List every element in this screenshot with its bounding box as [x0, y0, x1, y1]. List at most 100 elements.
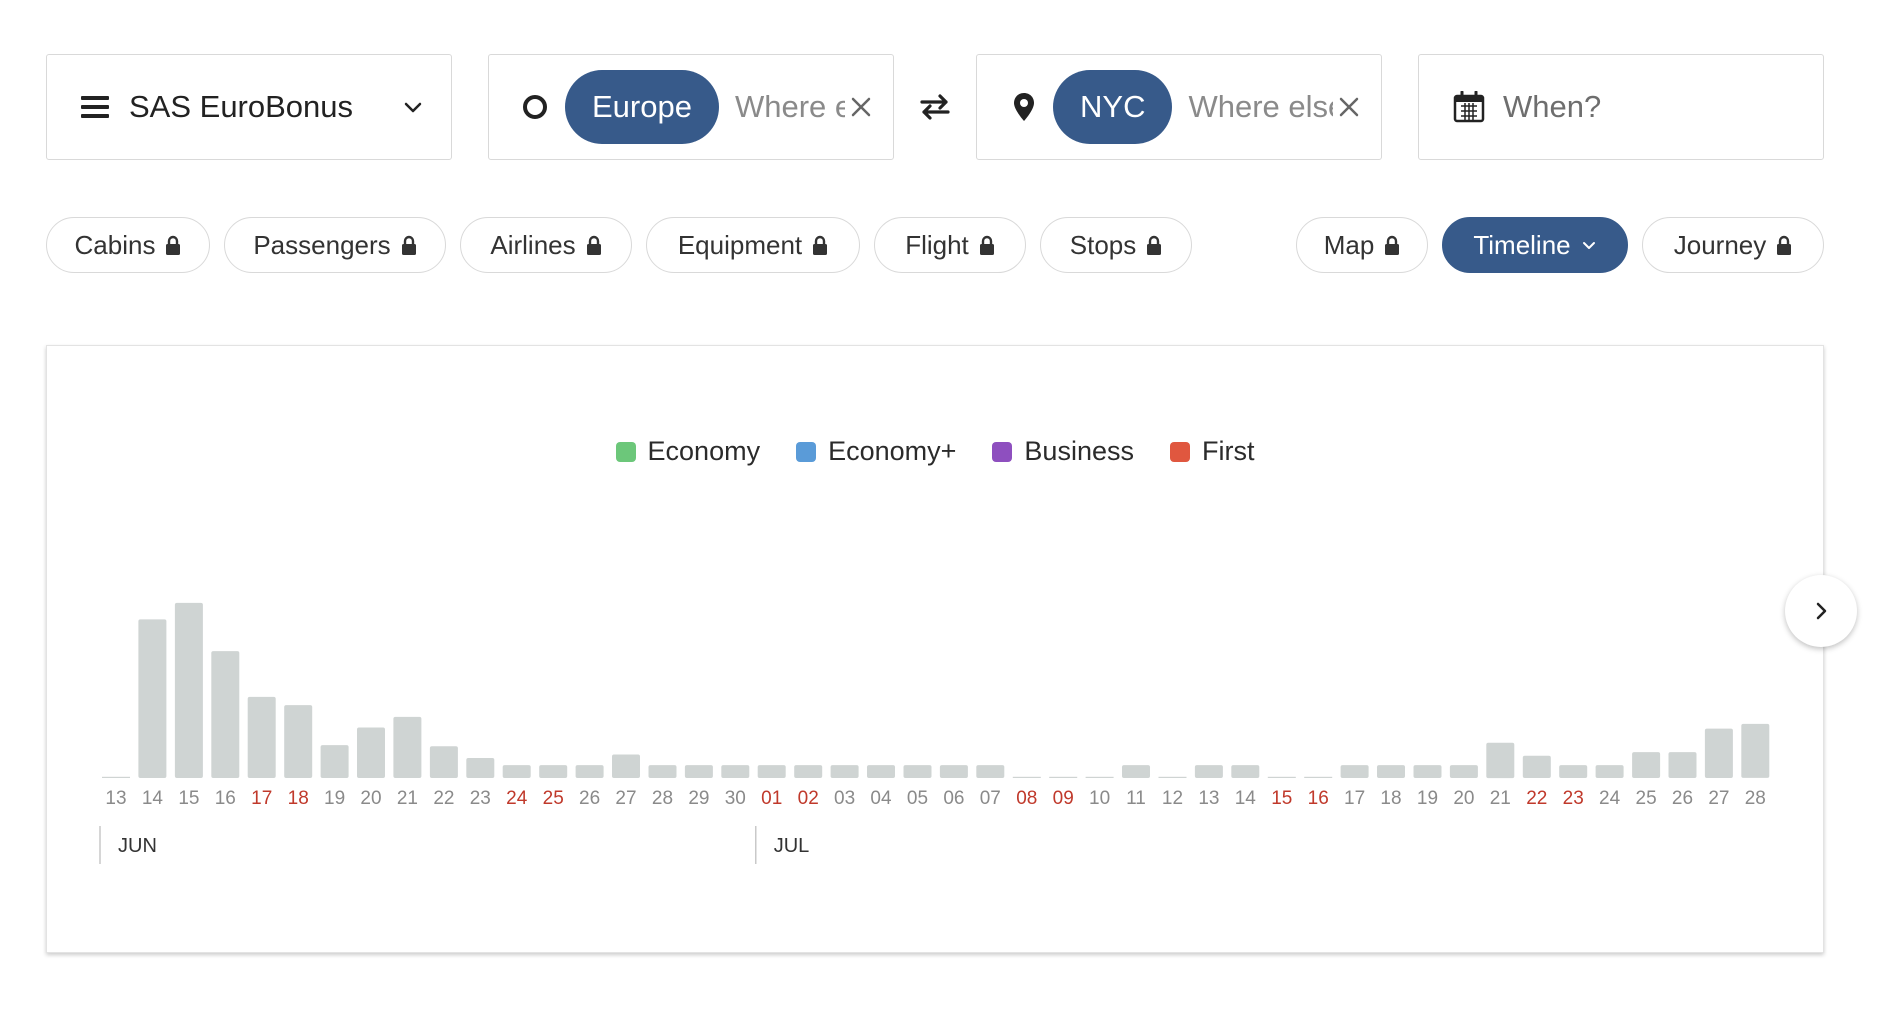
chart-bar[interactable]	[939, 765, 968, 778]
view-chip-timeline[interactable]: Timeline	[1442, 217, 1628, 273]
clear-destination-icon[interactable]	[1337, 95, 1361, 119]
chart-bar[interactable]	[794, 765, 823, 778]
filter-chip-stops[interactable]: Stops	[1040, 217, 1192, 273]
chart-bar[interactable]	[830, 765, 859, 778]
next-page-button[interactable]	[1785, 575, 1857, 647]
legend-item-business[interactable]: Business	[992, 436, 1134, 467]
chart-bar[interactable]	[575, 765, 604, 778]
x-tick-label: 08	[1016, 788, 1037, 809]
legend-item-economy-plus[interactable]: Economy+	[796, 436, 956, 467]
chart-bar[interactable]	[648, 765, 677, 778]
chart-bar[interactable]	[903, 765, 932, 778]
lock-icon	[1777, 235, 1792, 255]
chart-bar[interactable]	[1194, 765, 1223, 778]
chart-bar[interactable]	[1632, 752, 1661, 778]
chart-bar[interactable]	[102, 776, 130, 778]
x-tick-label: 28	[1745, 788, 1766, 809]
chart-bar[interactable]	[721, 765, 750, 778]
x-tick-label: 13	[105, 788, 126, 809]
chart-bar[interactable]	[684, 765, 713, 778]
timeline-bar-chart: 13 14 15 16 17 18 19 20 21 22 23 24 25 26 27 28 29 30 01 02…	[99, 602, 1770, 864]
x-tick-label: 15	[178, 788, 199, 809]
x-tick-label: 19	[324, 788, 345, 809]
legend-swatch	[796, 441, 817, 462]
legend-item-economy[interactable]: Economy	[615, 436, 760, 467]
chart-bar[interactable]	[466, 758, 495, 778]
destination-input[interactable]: Where else?	[1188, 89, 1333, 124]
clear-origin-icon[interactable]	[849, 95, 873, 119]
chart-bar[interactable]	[393, 716, 422, 778]
chart-bar[interactable]	[429, 746, 458, 778]
x-tick-label: 17	[251, 788, 272, 809]
view-chip-map[interactable]: Map	[1296, 217, 1428, 273]
chart-bar[interactable]	[1668, 752, 1697, 778]
filter-chip-airlines[interactable]: Airlines	[460, 217, 632, 273]
date-input[interactable]: When?	[1503, 89, 1602, 124]
filter-chip-flight[interactable]: Flight	[874, 217, 1026, 273]
filter-chip-equipment[interactable]: Equipment	[646, 217, 860, 273]
chart-bar[interactable]	[1231, 765, 1260, 778]
chart-bar[interactable]	[1559, 765, 1588, 778]
chart-bar[interactable]	[757, 765, 786, 778]
x-tick-label: 01	[761, 788, 782, 809]
date-field[interactable]: When?	[1418, 54, 1824, 160]
chart-bar[interactable]	[1049, 776, 1078, 778]
legend-item-first[interactable]: First	[1169, 436, 1254, 467]
swap-icon[interactable]	[918, 94, 952, 120]
x-tick-label: 25	[543, 788, 564, 809]
view-chip-journey[interactable]: Journey	[1642, 217, 1824, 273]
chart-bar[interactable]	[357, 727, 385, 779]
chart-bar[interactable]	[247, 696, 276, 778]
chart-bar[interactable]	[284, 705, 313, 778]
x-tick-label: 18	[288, 788, 309, 809]
x-tick-label: 29	[688, 788, 709, 809]
chip-label: Map	[1323, 229, 1375, 260]
chart-bar[interactable]	[1522, 755, 1551, 778]
chart-bar[interactable]	[502, 765, 531, 778]
x-tick-label: 26	[1672, 788, 1693, 809]
chart-bar[interactable]	[174, 602, 203, 778]
chart-bar[interactable]	[1704, 728, 1733, 778]
chart-bar[interactable]	[1413, 765, 1442, 778]
x-tick-label: 22	[433, 788, 454, 809]
program-selector[interactable]: SAS EuroBonus	[46, 54, 452, 160]
chart-bar[interactable]	[1267, 776, 1296, 778]
x-tick-label: 27	[1708, 788, 1729, 809]
x-tick-label: 21	[1490, 788, 1511, 809]
chart-bar[interactable]	[1085, 776, 1114, 778]
legend-swatch	[992, 441, 1013, 462]
destination-tag[interactable]: NYC	[1053, 70, 1173, 144]
chart-bar[interactable]	[1340, 765, 1369, 778]
chart-bar[interactable]	[211, 651, 240, 778]
filter-chip-passengers[interactable]: Passengers	[224, 217, 446, 273]
origin-field[interactable]: Europe Where else?	[488, 54, 894, 160]
filter-chip-cabins[interactable]: Cabins	[46, 217, 210, 273]
chart-bar[interactable]	[1595, 765, 1624, 778]
lock-icon	[813, 235, 828, 255]
destination-field[interactable]: NYC Where else?	[976, 54, 1382, 160]
chart-bar[interactable]	[138, 619, 167, 778]
chart-bar[interactable]	[320, 745, 349, 778]
chart-bar[interactable]	[1486, 742, 1515, 779]
x-tick-label: 14	[142, 788, 164, 809]
chart-bar[interactable]	[976, 765, 1005, 778]
lock-icon	[1385, 235, 1400, 255]
chart-bar[interactable]	[1377, 765, 1405, 778]
chart-bar[interactable]	[1012, 776, 1041, 778]
program-label: SAS EuroBonus	[129, 89, 354, 124]
lock-icon	[979, 235, 994, 255]
calendar-icon	[1453, 91, 1485, 123]
chart-bar[interactable]	[1158, 776, 1187, 778]
origin-input[interactable]: Where else?	[734, 89, 845, 124]
chart-bar[interactable]	[612, 754, 640, 779]
x-tick-label: 11	[1126, 788, 1146, 809]
x-tick-label: 23	[470, 788, 491, 809]
chart-bar[interactable]	[867, 765, 895, 778]
origin-tag[interactable]: Europe	[565, 70, 719, 144]
chart-bar[interactable]	[1122, 765, 1150, 778]
chart-bar[interactable]	[1449, 765, 1478, 778]
chart-bar[interactable]	[539, 765, 568, 778]
chart-bar[interactable]	[1304, 776, 1333, 778]
chart-bar[interactable]	[1741, 723, 1770, 778]
x-tick-label: 23	[1563, 788, 1584, 809]
